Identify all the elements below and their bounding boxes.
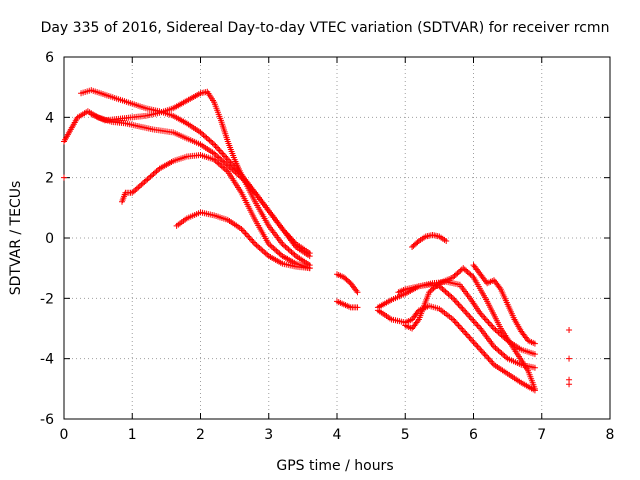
x-tick-label: 8	[606, 427, 615, 443]
x-tick-label: 1	[128, 427, 137, 443]
x-tick-label: 2	[196, 427, 205, 443]
y-axis-label: SDTVAR / TECUs	[8, 181, 24, 296]
data-point	[450, 274, 457, 281]
data-point	[306, 253, 313, 260]
data-point	[566, 327, 573, 334]
data-point	[430, 285, 437, 292]
series-track-12	[402, 265, 538, 392]
data-point	[566, 381, 573, 388]
x-tick-label: 4	[333, 427, 342, 443]
data-point	[454, 270, 461, 277]
y-tick-label: 2	[45, 171, 54, 187]
series-track-9	[374, 302, 538, 394]
x-axis-label: GPS time / hours	[276, 458, 393, 474]
data-point	[463, 267, 470, 274]
data-point	[426, 289, 433, 296]
y-tick-label: 0	[45, 231, 54, 247]
x-tick-label: 0	[60, 427, 69, 443]
data-point	[306, 265, 313, 272]
y-tick-label: -4	[40, 352, 54, 368]
y-tick-label: -2	[40, 291, 54, 307]
y-tick-label: 4	[45, 110, 54, 126]
data-point	[354, 289, 361, 296]
series-isolated	[61, 174, 67, 181]
data-point	[460, 265, 467, 272]
data-point	[469, 272, 476, 279]
data-point	[354, 304, 361, 311]
x-tick-label: 3	[264, 427, 273, 443]
chart-title: Day 335 of 2016, Sidereal Day-to-day VTE…	[41, 20, 610, 36]
data-point	[531, 351, 538, 358]
data-point	[466, 270, 473, 277]
data-point	[346, 279, 353, 286]
y-tick-label: 6	[45, 50, 54, 66]
data-point	[451, 272, 458, 279]
series-track-6	[334, 271, 361, 296]
data-point	[531, 364, 538, 371]
series-track-5	[173, 209, 313, 272]
data-point	[455, 269, 462, 276]
series-track-8	[409, 231, 450, 251]
data-point	[461, 266, 468, 273]
x-tick-label: 5	[401, 427, 410, 443]
data-point	[467, 271, 474, 278]
data-point	[414, 239, 421, 246]
data-point	[433, 282, 440, 289]
series-track-7	[334, 298, 361, 311]
x-tick-label: 7	[537, 427, 546, 443]
series-track-14	[566, 327, 573, 388]
data-point	[566, 355, 573, 362]
axis-ticks: 0 1 2 3 4 5 6 7 8 -6 -4 -2 0 2 4 6	[40, 50, 614, 443]
data-point	[443, 238, 450, 245]
data-point	[431, 284, 438, 291]
x-tick-label: 6	[469, 427, 478, 443]
data-point	[61, 174, 67, 181]
data-point	[434, 281, 441, 288]
grid	[64, 57, 610, 419]
data-point	[531, 340, 538, 347]
data-point	[452, 271, 459, 278]
data-point	[427, 288, 434, 295]
series-track-13	[470, 262, 538, 347]
data-point	[429, 286, 436, 293]
data-point	[457, 267, 464, 274]
data-point	[531, 385, 538, 392]
y-tick-label: -6	[40, 412, 54, 428]
data-marks	[61, 87, 573, 394]
data-point	[464, 269, 471, 276]
series-track-3	[88, 88, 313, 269]
